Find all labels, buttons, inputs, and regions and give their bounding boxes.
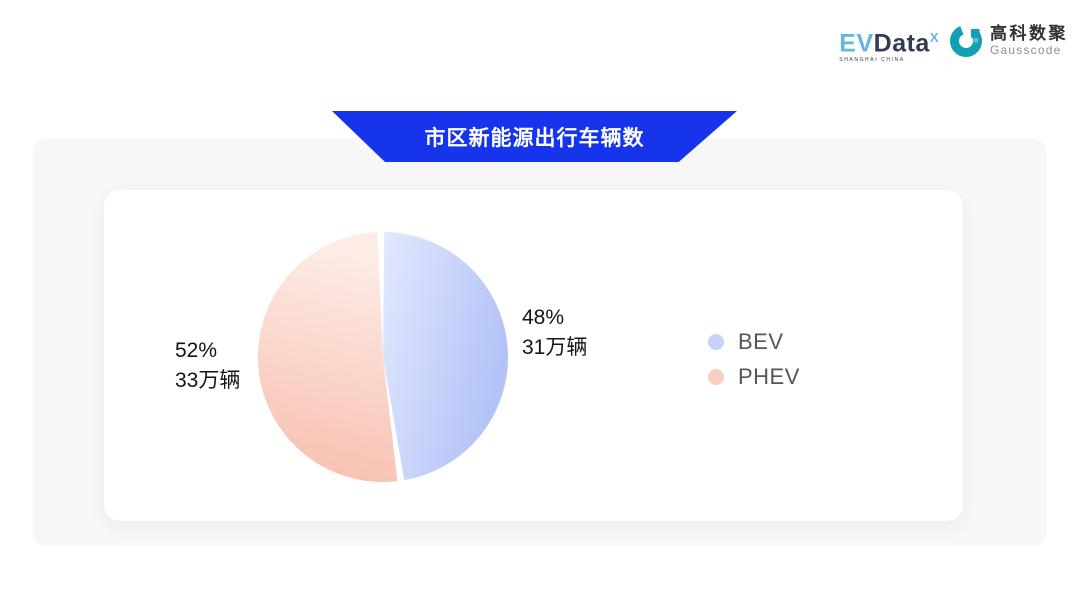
chart-title: 市区新能源出行车辆数: [424, 126, 645, 150]
chart-card: 48% 31万辆 52% 33万辆 BEV PHEV: [104, 190, 963, 521]
label-bev-percent: 48%: [522, 306, 565, 329]
evdata-logo: EVDataX SHANGHAI CHINA: [839, 26, 939, 63]
evdata-logo-ev: EV: [839, 29, 874, 58]
legend-label-phev: PHEV: [738, 364, 800, 389]
pie-slice-bev[interactable]: [383, 232, 509, 481]
legend: BEV PHEV: [708, 329, 800, 390]
panel: 48% 31万辆 52% 33万辆 BEV PHEV: [33, 139, 1046, 546]
label-phev-value: 33万辆: [175, 369, 241, 392]
label-phev-percent: 52%: [175, 339, 218, 362]
evdata-logo-text: EVDataX: [839, 26, 939, 58]
evdata-logo-superscript: X: [929, 30, 939, 45]
gausscode-logo-en: Gausscode: [990, 42, 1062, 57]
legend-item-phev[interactable]: PHEV: [708, 364, 800, 390]
legend-swatch-bev: [708, 334, 724, 350]
legend-swatch-phev: [708, 369, 724, 385]
evdata-logo-subtext: SHANGHAI CHINA: [839, 57, 905, 64]
gausscode-logo-text: 高科数聚 Gausscode: [990, 24, 1068, 57]
gausscode-logo-cn: 高科数聚: [990, 23, 1068, 43]
legend-item-bev[interactable]: BEV: [708, 329, 800, 355]
header-logos: EVDataX SHANGHAI CHINA 高科数聚 Gausscode: [839, 22, 1068, 64]
legend-label-bev: BEV: [738, 329, 784, 354]
label-bev-value: 31万辆: [522, 336, 588, 359]
gausscode-logo: 高科数聚 Gausscode: [949, 22, 1068, 58]
label-bev: 48% 31万辆: [522, 303, 587, 363]
gausscode-g-icon: [950, 25, 982, 57]
title-banner: 市区新能源出行车辆数: [332, 111, 737, 162]
pie-chart: [257, 232, 509, 483]
label-phev: 52% 33万辆: [175, 336, 240, 396]
evdata-logo-data: Data: [873, 29, 930, 58]
pie-slice-phev[interactable]: [257, 232, 398, 483]
